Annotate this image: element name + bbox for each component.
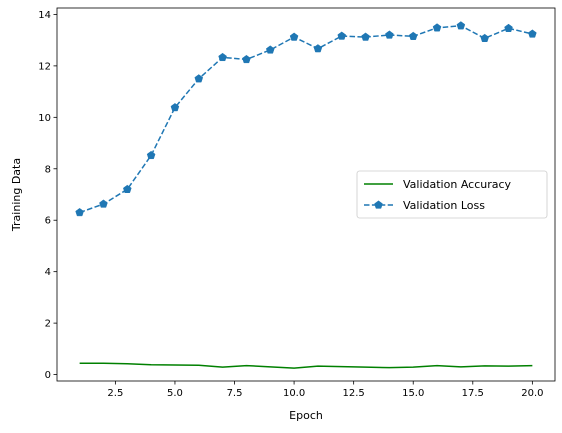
- y-tick-label: 2: [45, 319, 51, 330]
- legend-box: [356, 170, 548, 219]
- data-point-validation-loss: [123, 184, 132, 193]
- y-tick-label: 6: [45, 216, 51, 227]
- x-tick-label: 2.5: [107, 388, 123, 399]
- data-point-validation-loss: [432, 23, 442, 32]
- x-tick-label: 5.0: [167, 388, 183, 399]
- data-point-validation-loss: [528, 29, 537, 38]
- y-tick-label: 8: [45, 164, 51, 175]
- series-line-validation-accuracy: [79, 362, 533, 369]
- y-tick-label: 12: [38, 61, 51, 72]
- x-axis: 2.5 5.0 7.5 10.0 12.5 15.0 17.5 20.0: [107, 381, 543, 399]
- x-tick-label: 10.0: [283, 388, 305, 399]
- data-point-validation-loss: [194, 74, 204, 83]
- y-axis-label: Training Data: [10, 158, 23, 232]
- data-point-validation-loss: [265, 45, 275, 54]
- data-point-validation-loss: [361, 32, 370, 41]
- x-axis-label: Epoch: [289, 409, 323, 422]
- series-layer: [75, 21, 537, 369]
- x-tick-label: 15.0: [402, 388, 424, 399]
- data-point-validation-loss: [218, 52, 227, 62]
- plot-area: [56, 7, 556, 382]
- y-tick-label: 0: [45, 370, 51, 381]
- series-line-validation-loss: [79, 24, 533, 214]
- x-tick-label: 7.5: [227, 388, 243, 399]
- data-point-validation-loss: [289, 32, 299, 41]
- legend-label-validation-loss: Validation Loss: [403, 199, 485, 212]
- y-axis: 0 2 4 6 8 10 12 14: [38, 10, 57, 381]
- data-point-validation-loss: [99, 199, 108, 208]
- legend: Validation Accuracy Validation Loss: [356, 170, 548, 219]
- data-point-validation-loss: [313, 44, 323, 53]
- data-point-validation-loss: [456, 21, 466, 30]
- y-tick-label: 14: [38, 10, 51, 21]
- y-tick-label: 10: [38, 113, 51, 124]
- data-point-validation-loss: [75, 208, 84, 217]
- data-point-validation-loss: [504, 23, 513, 32]
- legend-label-validation-accuracy: Validation Accuracy: [403, 178, 512, 191]
- data-point-validation-loss: [170, 103, 180, 112]
- data-point-validation-loss: [337, 31, 347, 40]
- data-point-validation-loss: [408, 31, 418, 40]
- legend-marker-validation-loss: [374, 200, 383, 209]
- data-point-validation-loss: [242, 54, 251, 64]
- data-point-validation-loss: [146, 150, 156, 160]
- x-tick-label: 12.5: [343, 388, 365, 399]
- data-point-validation-loss: [480, 33, 489, 42]
- x-tick-label: 20.0: [521, 388, 543, 399]
- plot-frame: [56, 7, 556, 382]
- y-tick-label: 4: [45, 267, 51, 278]
- x-tick-label: 17.5: [462, 388, 484, 399]
- data-point-validation-loss: [385, 30, 394, 39]
